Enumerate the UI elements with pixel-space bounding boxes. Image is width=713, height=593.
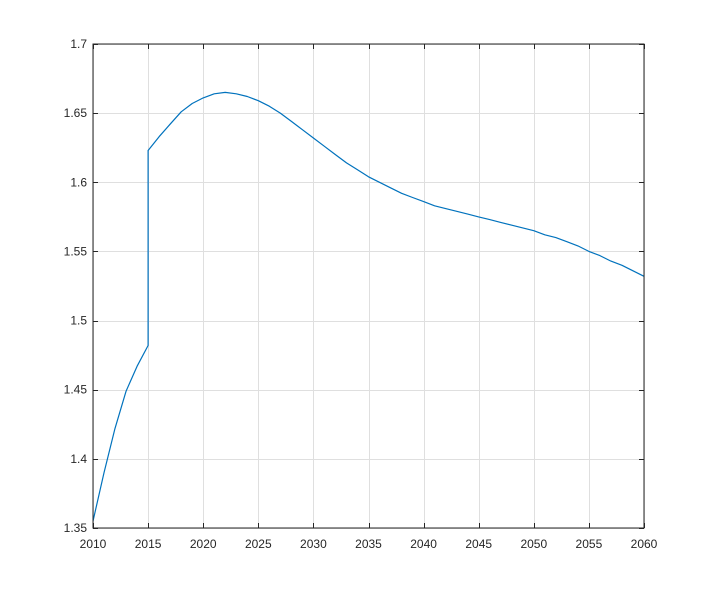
x-tick-label: 2020 [190, 537, 217, 551]
y-tick-label: 1.65 [64, 106, 88, 120]
y-tick-label: 1.7 [70, 37, 87, 51]
x-tick-label: 2010 [80, 537, 107, 551]
x-tick-label: 2030 [300, 537, 327, 551]
series-layer [92, 91, 645, 522]
x-tick-label: 2060 [631, 537, 658, 551]
y-tick-label: 1.35 [64, 521, 88, 535]
y-tick-label: 1.4 [70, 452, 87, 466]
x-tick-label: 2040 [410, 537, 437, 551]
y-tick-label: 1.6 [70, 175, 87, 189]
tick-marks [93, 44, 645, 529]
axes-frame [92, 43, 645, 529]
x-tick-label: 2045 [465, 537, 492, 551]
x-tick-label: 2050 [520, 537, 547, 551]
x-tick-label: 2025 [245, 537, 272, 551]
y-tick-label: 1.5 [70, 314, 87, 328]
y-axis-tick-labels: 1.35 1.4 1.45 1.5 1.55 1.6 1.65 1.7 [64, 37, 88, 535]
y-tick-label: 1.55 [64, 244, 88, 258]
x-axis-tick-labels: 2010 2015 2020 2025 2030 2035 2040 2045 2050 2055… [80, 537, 658, 551]
x-tick-label: 2035 [355, 537, 382, 551]
x-tick-label: 2055 [576, 537, 603, 551]
x-tick-label: 2015 [135, 537, 162, 551]
y-tick-label: 1.45 [64, 383, 88, 397]
series-line-0 [92, 91, 645, 522]
